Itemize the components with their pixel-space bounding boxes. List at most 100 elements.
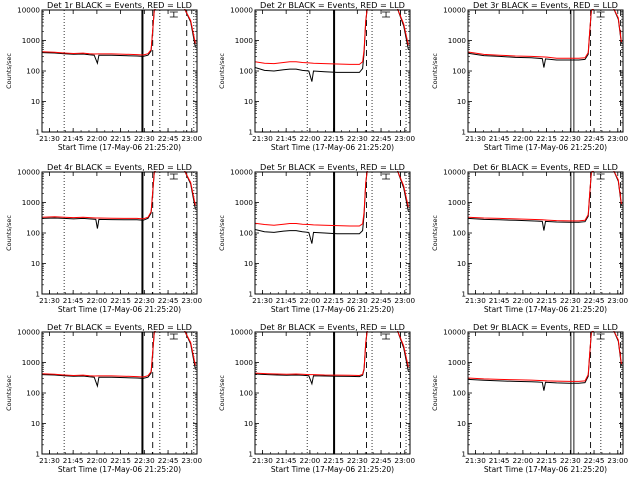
top-marker-glyph: [596, 11, 605, 18]
y-tick-label: 10000: [443, 328, 466, 337]
x-tick-label: 21:45: [63, 134, 84, 143]
x-tick-label: 22:15: [323, 456, 344, 465]
panel-6: Det 6r BLACK = Events, RED = LLD Counts/s…: [431, 162, 629, 314]
x-tick-label: 21:30: [465, 456, 486, 465]
series-lld: [42, 331, 196, 378]
x-axis-label: Start Time (17-May-06 21:25:20): [271, 305, 394, 314]
x-tick-label: 23:00: [607, 134, 628, 143]
panel-2: Det 2r BLACK = Events, RED = LLD Counts/s…: [218, 0, 416, 152]
y-tick-label: 100: [452, 389, 466, 398]
x-tick-label: 22:00: [513, 456, 534, 465]
y-axis-label: Counts/sec: [5, 215, 13, 251]
top-marker-glyph: [169, 333, 178, 340]
y-tick-label: 10000: [230, 328, 253, 337]
x-tick-label: 23:00: [181, 296, 202, 305]
panel-8: Det 8r BLACK = Events, RED = LLD Counts/s…: [218, 322, 416, 474]
series-events: [468, 331, 622, 391]
x-tick-label: 21:30: [39, 456, 60, 465]
plot-frame: [467, 9, 624, 133]
x-tick-label: 22:30: [347, 456, 368, 465]
x-tick-label: 22:30: [560, 296, 581, 305]
x-tick-label: 22:00: [300, 296, 321, 305]
x-tick-label: 21:45: [489, 296, 510, 305]
x-tick-label: 21:45: [489, 456, 510, 465]
plot-frame: [254, 9, 411, 133]
x-tick-label: 21:30: [39, 134, 60, 143]
x-tick-label: 22:45: [584, 134, 605, 143]
x-tick-label: 23:00: [607, 456, 628, 465]
x-tick-label: 22:15: [536, 456, 557, 465]
x-tick-label: 22:30: [560, 456, 581, 465]
plot-frame: [254, 331, 411, 455]
top-marker-glyph: [382, 11, 391, 18]
series-lld: [255, 171, 409, 227]
y-tick-label: 1000: [235, 358, 254, 367]
y-tick-label: 1: [461, 128, 466, 137]
y-tick-label: 1000: [448, 358, 467, 367]
y-tick-label: 1000: [448, 36, 467, 45]
panel-5: Det 5r BLACK = Events, RED = LLD Counts/s…: [218, 162, 416, 314]
x-tick-label: 21:30: [465, 134, 486, 143]
x-tick-label: 22:45: [584, 456, 605, 465]
x-tick-label: 22:45: [584, 296, 605, 305]
x-axis-label: Start Time (17-May-06 21:25:20): [484, 143, 607, 152]
y-tick-label: 100: [452, 229, 466, 238]
panel-3: Det 3r BLACK = Events, RED = LLD Counts/s…: [431, 0, 629, 152]
y-tick-label: 1: [461, 450, 466, 459]
x-tick-label: 22:15: [110, 134, 131, 143]
series-lld: [42, 9, 196, 56]
plot-frame: [467, 171, 624, 295]
x-tick-label: 22:30: [134, 296, 155, 305]
series-events: [255, 9, 409, 82]
y-tick-label: 10000: [17, 168, 40, 177]
series-lld: [255, 331, 409, 377]
x-tick-label: 22:15: [110, 296, 131, 305]
plot-frame: [467, 331, 624, 455]
x-tick-label: 22:15: [323, 134, 344, 143]
y-tick-label: 1000: [235, 198, 254, 207]
y-tick-label: 1000: [448, 198, 467, 207]
series-lld: [468, 171, 622, 222]
y-tick-label: 1: [248, 128, 253, 137]
panel-title: Det 7r BLACK = Events, RED = LLD: [47, 322, 192, 332]
series-events: [468, 9, 622, 68]
y-tick-label: 100: [26, 67, 40, 76]
y-tick-label: 10: [244, 97, 254, 106]
x-tick-label: 21:30: [39, 296, 60, 305]
plot-frame: [41, 9, 198, 133]
x-tick-label: 23:00: [394, 456, 415, 465]
x-tick-label: 22:00: [513, 134, 534, 143]
x-tick-label: 21:45: [276, 456, 297, 465]
y-tick-label: 1: [248, 290, 253, 299]
y-axis-label: Counts/sec: [5, 375, 13, 411]
x-tick-label: 22:00: [300, 456, 321, 465]
x-tick-label: 22:45: [371, 456, 392, 465]
y-tick-label: 10000: [443, 6, 466, 15]
x-tick-label: 22:45: [158, 134, 179, 143]
x-tick-label: 22:45: [371, 134, 392, 143]
x-tick-label: 21:45: [63, 296, 84, 305]
y-tick-label: 1: [248, 450, 253, 459]
x-tick-label: 21:30: [252, 456, 273, 465]
top-marker-glyph: [596, 333, 605, 340]
top-marker-glyph: [382, 333, 391, 340]
x-tick-label: 21:30: [465, 296, 486, 305]
series-lld: [468, 9, 622, 59]
plot-frame: [41, 331, 198, 455]
y-tick-label: 10000: [230, 168, 253, 177]
x-tick-label: 21:30: [252, 134, 273, 143]
x-tick-label: 22:15: [536, 134, 557, 143]
series-lld: [468, 331, 622, 382]
series-lld: [255, 9, 409, 65]
x-tick-label: 23:00: [607, 296, 628, 305]
x-tick-label: 22:45: [158, 296, 179, 305]
x-tick-label: 21:45: [63, 456, 84, 465]
panel-title: Det 1r BLACK = Events, RED = LLD: [47, 0, 192, 10]
x-tick-label: 22:45: [158, 456, 179, 465]
y-tick-label: 10000: [17, 328, 40, 337]
x-axis-label: Start Time (17-May-06 21:25:20): [271, 465, 394, 474]
y-tick-label: 10: [457, 419, 467, 428]
x-axis-label: Start Time (17-May-06 21:25:20): [484, 465, 607, 474]
